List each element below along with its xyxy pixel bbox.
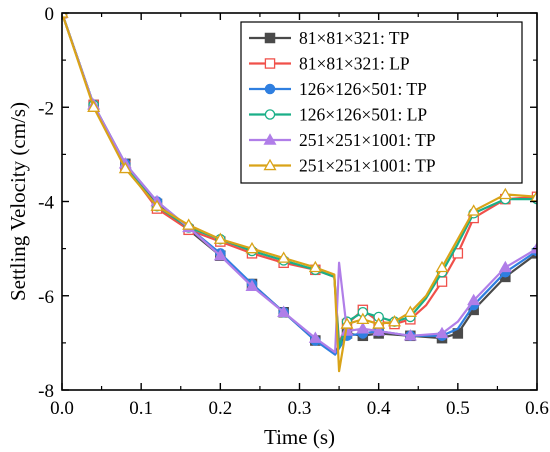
series-4-point-11 [372,324,386,336]
x-tick-label-4: 0.4 [367,398,391,419]
series-5-point-11 [372,317,386,329]
series-5-point-2 [118,161,132,174]
series-4-point-13 [435,326,449,339]
series-5-point-15 [467,204,481,216]
series-4-point-6 [245,279,259,292]
legend-marker-5 [263,158,277,171]
legend-item-4: 251×251×1001: TP [249,130,436,150]
series-5-point-8 [308,260,322,273]
legend-item-5: 251×251×1001: TP [249,156,436,176]
x-tick-label-6: 0.6 [525,398,549,419]
legend-label-5: 251×251×1001: TP [299,156,436,176]
series-5-point-16 [498,187,512,200]
series-5-point-14 [435,260,449,273]
y-tick-label-4: -8 [38,381,54,402]
legend-item-3: 126×126×501: LP [249,105,427,125]
series-5-point-12 [387,314,402,327]
y-tick-label-0: 0 [45,4,55,25]
legend-label-3: 126×126×501: LP [299,105,427,125]
series-4-point-12 [403,329,417,341]
series-5-point-10 [356,312,370,325]
y-axis-title: Settling Velocity (cm/s) [6,102,30,301]
series-4-point-5 [213,248,227,261]
series-5-point-1 [87,100,101,112]
series-5 [62,13,537,373]
x-axis-title: Time (s) [264,425,335,449]
series-5-point-5 [213,232,227,244]
x-tick-label-1: 0.1 [129,398,153,419]
legend-label-1: 81×81×321: LP [299,54,410,74]
x-tick-label-2: 0.2 [208,398,232,419]
series-4-point-16 [530,241,537,254]
legend-marker-0 [264,32,276,44]
x-tick-label-3: 0.3 [288,398,312,419]
legend-marker-4 [263,133,277,145]
legend-marker-1 [264,58,276,69]
y-tick-label-2: -4 [38,193,54,214]
legend-marker-2 [264,83,276,95]
series-4-point-7 [277,305,291,317]
x-tick-label-0: 0.0 [50,398,74,419]
legend-marker-3 [264,109,276,120]
series-4-point-15 [498,260,512,273]
legend-item-1: 81×81×321: LP [249,54,410,74]
y-tick-label-1: -2 [38,98,54,119]
series-5-point-9 [340,317,354,329]
series-5-point-7 [277,251,291,263]
series-5-point-13 [403,305,417,317]
series-5-point-0 [62,13,69,18]
series-5-point-3 [150,199,164,211]
series-4-point-8 [308,331,322,343]
legend-label-2: 126×126×501: TP [299,79,427,99]
legend-label-4: 251×251×1001: TP [299,130,436,150]
series-5-point-17 [530,190,537,202]
x-tick-label-5: 0.5 [446,398,470,419]
series-5-point-4 [182,218,196,230]
legend-box [240,21,523,184]
legend-item-2: 126×126×501: TP [249,79,427,99]
legend-item-0: 81×81×321: TP [249,28,410,48]
series-5-point-6 [245,241,259,254]
series-4-point-14 [467,293,481,306]
series-line-5 [62,13,537,373]
legend-label-0: 81×81×321: TP [299,28,410,48]
series-4-point-10 [356,322,370,334]
y-tick-label-3: -6 [38,287,54,308]
